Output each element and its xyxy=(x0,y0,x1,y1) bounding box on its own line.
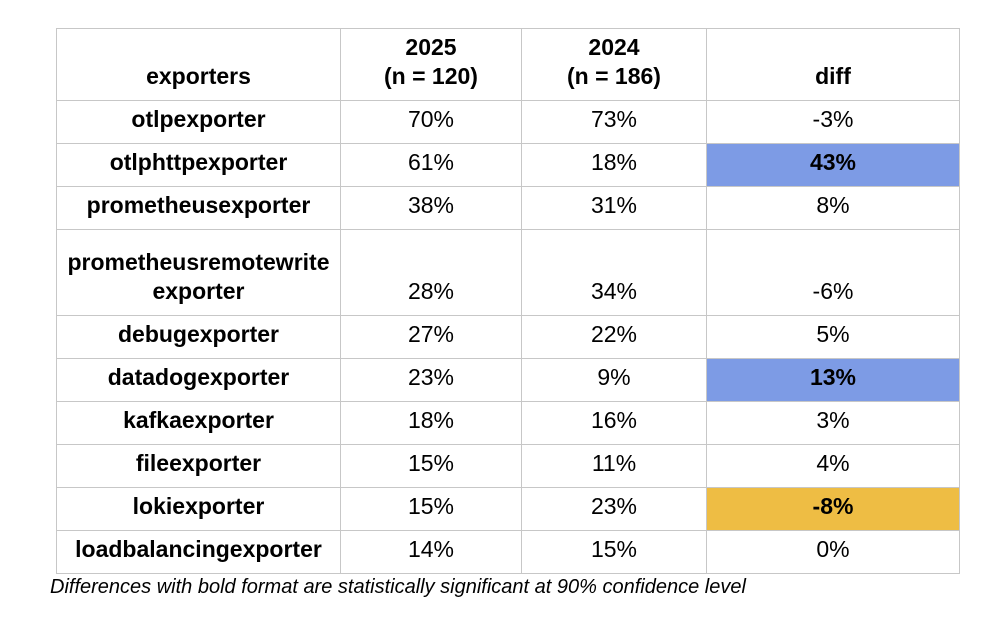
cell-2024: 22% xyxy=(521,315,707,359)
cell-2025: 23% xyxy=(340,358,522,402)
cell-diff: 4% xyxy=(706,444,960,488)
cell-2025: 14% xyxy=(340,530,522,574)
cell-name: prometheusremotewriteexporter xyxy=(56,229,341,316)
table-row: loadbalancingexporter 14% 15% 0% xyxy=(56,530,960,574)
column-header-diff: diff xyxy=(706,28,960,101)
table-row: datadogexporter 23% 9% 13% xyxy=(56,358,960,402)
cell-name: debugexporter xyxy=(56,315,341,359)
cell-diff: -8% xyxy=(706,487,960,531)
cell-diff: 13% xyxy=(706,358,960,402)
cell-2025: 15% xyxy=(340,487,522,531)
cell-2024: 11% xyxy=(521,444,707,488)
cell-name: fileexporter xyxy=(56,444,341,488)
table-row: fileexporter 15% 11% 4% xyxy=(56,444,960,488)
table-row: otlphttpexporter 61% 18% 43% xyxy=(56,143,960,187)
cell-2024: 18% xyxy=(521,143,707,187)
cell-diff: 3% xyxy=(706,401,960,445)
cell-diff: 5% xyxy=(706,315,960,359)
cell-name: datadogexporter xyxy=(56,358,341,402)
cell-2024: 9% xyxy=(521,358,707,402)
cell-diff: 43% xyxy=(706,143,960,187)
cell-2025: 70% xyxy=(340,100,522,144)
cell-name: prometheusexporter xyxy=(56,186,341,230)
table-row: kafkaexporter 18% 16% 3% xyxy=(56,401,960,445)
table-row: prometheusexporter 38% 31% 8% xyxy=(56,186,960,230)
cell-name: otlpexporter xyxy=(56,100,341,144)
cell-2025: 27% xyxy=(340,315,522,359)
cell-2024: 31% xyxy=(521,186,707,230)
cell-diff: 8% xyxy=(706,186,960,230)
exporters-table: exporters 2025 (n = 120) 2024 (n = 186) … xyxy=(56,28,960,574)
cell-2025: 28% xyxy=(340,229,522,316)
cell-2025: 18% xyxy=(340,401,522,445)
table-row: debugexporter 27% 22% 5% xyxy=(56,315,960,359)
cell-2024: 23% xyxy=(521,487,707,531)
cell-name: lokiexporter xyxy=(56,487,341,531)
column-header-2024: 2024 (n = 186) xyxy=(521,28,707,101)
table-row: otlpexporter 70% 73% -3% xyxy=(56,100,960,144)
table-row: prometheusremotewriteexporter 28% 34% -6… xyxy=(56,229,960,316)
cell-name: loadbalancingexporter xyxy=(56,530,341,574)
cell-diff: 0% xyxy=(706,530,960,574)
cell-diff: -3% xyxy=(706,100,960,144)
cell-name: kafkaexporter xyxy=(56,401,341,445)
cell-2025: 61% xyxy=(340,143,522,187)
cell-2024: 15% xyxy=(521,530,707,574)
cell-2024: 16% xyxy=(521,401,707,445)
cell-name: otlphttpexporter xyxy=(56,143,341,187)
cell-2024: 34% xyxy=(521,229,707,316)
header-row: exporters 2025 (n = 120) 2024 (n = 186) … xyxy=(56,28,960,101)
significance-footnote: Differences with bold format are statist… xyxy=(50,576,746,598)
cell-2025: 15% xyxy=(340,444,522,488)
cell-2025: 38% xyxy=(340,186,522,230)
cell-diff: -6% xyxy=(706,229,960,316)
table-row: lokiexporter 15% 23% -8% xyxy=(56,487,960,531)
column-header-exporters: exporters xyxy=(56,28,341,101)
column-header-2025: 2025 (n = 120) xyxy=(340,28,522,101)
cell-2024: 73% xyxy=(521,100,707,144)
